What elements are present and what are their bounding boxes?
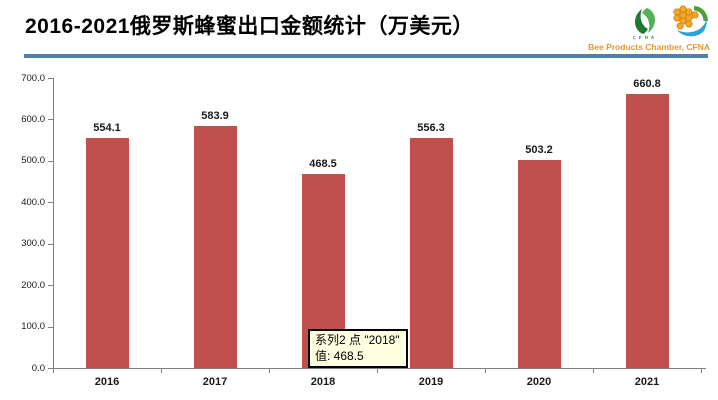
chart-tooltip: 系列2 点 "2018" 值: 468.5	[308, 329, 408, 368]
cfna-logo-icon: CFNA	[632, 8, 657, 41]
y-tick-mark	[48, 78, 53, 79]
x-tick-label: 2021	[634, 376, 660, 388]
y-tick-label: 700.0	[21, 72, 45, 84]
bar-value-label: 503.2	[525, 143, 553, 156]
logo-caption: Bee Products Chamber, CFNA	[588, 42, 710, 52]
y-tick-mark	[48, 285, 53, 287]
bar-2017[interactable]	[193, 126, 237, 368]
y-tick-mark	[48, 160, 53, 162]
y-tick-mark	[48, 119, 53, 121]
y-tick-mark	[48, 202, 53, 204]
bar-2019[interactable]	[409, 137, 453, 368]
header-divider	[24, 54, 708, 58]
x-tick-mark	[377, 369, 378, 373]
x-tick-mark	[161, 369, 162, 373]
bar-2020[interactable]	[517, 159, 561, 368]
y-tick-label: 200.0	[21, 279, 45, 291]
svg-text:CFNA: CFNA	[632, 35, 657, 41]
bar-value-label: 556.3	[417, 121, 445, 134]
bar-value-label: 468.5	[309, 157, 337, 170]
x-axis-line	[53, 368, 706, 369]
page-title: 2016-2021俄罗斯蜂蜜出口金额统计（万美元）	[25, 15, 474, 38]
honeycomb-logo-icon	[673, 5, 708, 37]
bar-value-label: 583.9	[201, 110, 229, 123]
bar-value-label: 660.8	[633, 78, 661, 91]
x-tick-label: 2016	[94, 376, 120, 388]
tooltip-value-line: 值: 468.5	[315, 349, 364, 363]
x-tick-label: 2019	[418, 376, 444, 388]
y-tick-label: 100.0	[21, 321, 45, 333]
y-tick-mark	[48, 326, 53, 328]
y-tick-label: 500.0	[21, 155, 45, 167]
tooltip-series-line: 系列2 点 "2018"	[315, 333, 400, 347]
x-tick-mark	[269, 369, 270, 373]
y-tick-label: 600.0	[21, 113, 45, 125]
y-tick-mark	[48, 368, 53, 369]
bar-2016[interactable]	[85, 138, 129, 368]
y-tick-label: 400.0	[21, 196, 45, 208]
y-tick-mark	[48, 243, 53, 245]
y-axis-line	[53, 78, 54, 368]
y-tick-label: 0.0	[31, 362, 45, 374]
x-tick-mark	[701, 369, 702, 373]
x-tick-label: 2018	[310, 376, 336, 388]
bar-2021[interactable]	[625, 94, 669, 368]
x-tick-label: 2017	[202, 376, 228, 388]
x-tick-label: 2020	[526, 376, 552, 388]
x-tick-mark	[593, 369, 594, 373]
y-tick-label: 300.0	[21, 238, 45, 250]
logo-group: CFNA Bee Products Chamber, CFNA	[585, 3, 710, 52]
bar-value-label: 554.1	[93, 122, 121, 135]
x-tick-mark	[53, 369, 54, 373]
x-tick-mark	[485, 369, 486, 373]
